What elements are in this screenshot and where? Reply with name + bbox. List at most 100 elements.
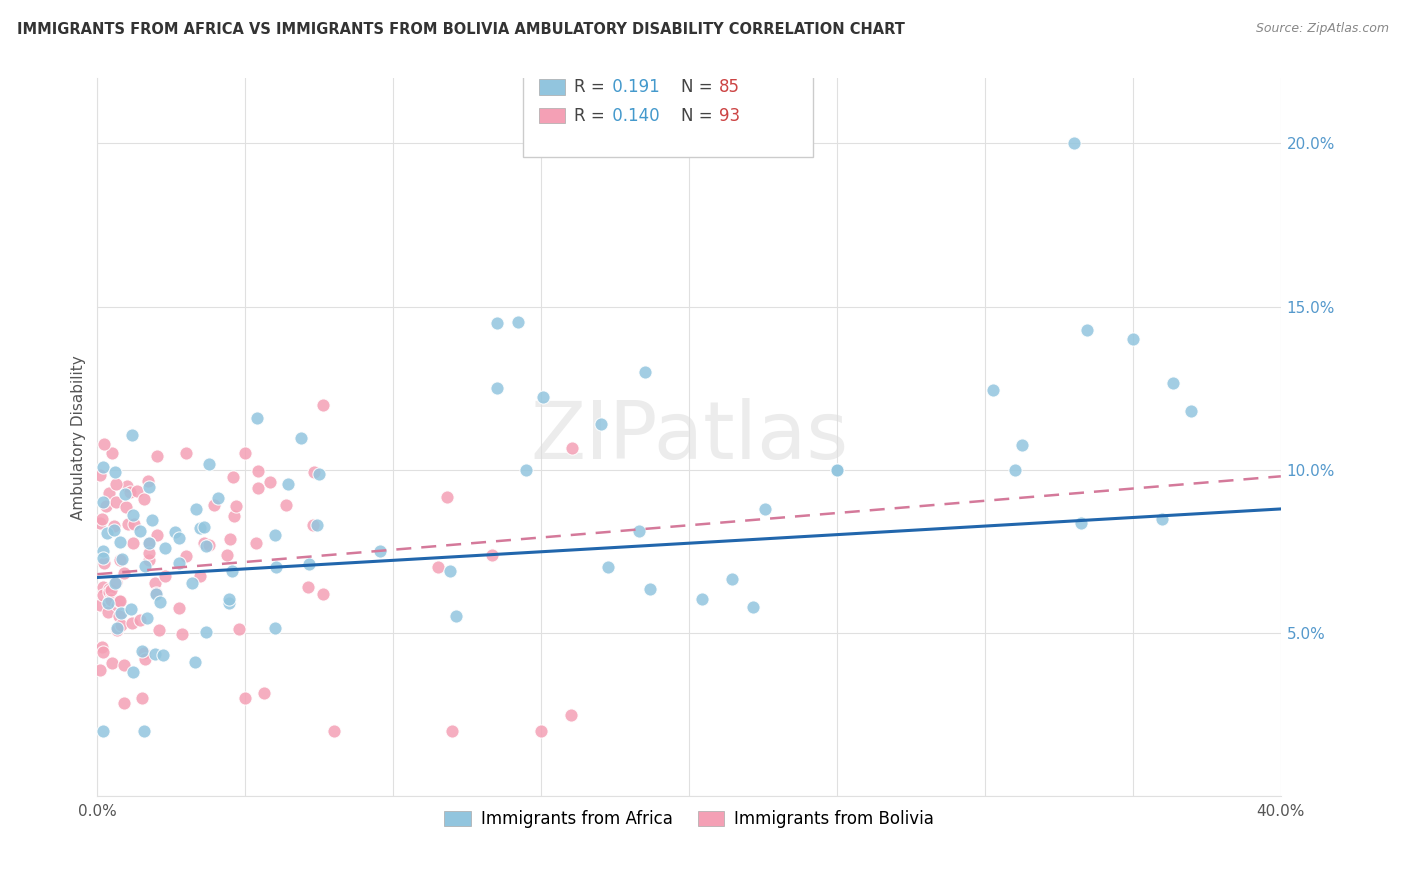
Point [122, 517, 145, 532]
Point [181, 575, 204, 590]
Point [115, 500, 138, 515]
Point [207, 491, 229, 505]
Point [136, 475, 159, 489]
Point [103, 465, 125, 479]
Text: IMMIGRANTS FROM AFRICA VS IMMIGRANTS FROM BOLIVIA AMBULATORY DISABILITY CORRELAT: IMMIGRANTS FROM AFRICA VS IMMIGRANTS FRO… [17, 22, 904, 37]
Point [90, 512, 112, 526]
Point [111, 552, 134, 566]
Point [110, 534, 132, 549]
Point [93, 556, 115, 570]
Point [145, 586, 167, 600]
Text: ZIPatlas: ZIPatlas [530, 398, 848, 476]
Point [531, 390, 554, 404]
Point [188, 569, 211, 583]
Point [155, 541, 177, 555]
Point [198, 457, 221, 471]
Point [110, 607, 132, 621]
Point [218, 592, 240, 607]
Point [195, 539, 218, 553]
Point [308, 467, 330, 482]
Point [149, 595, 172, 609]
Point [176, 549, 198, 563]
Point [589, 417, 612, 431]
Text: 0.140: 0.140 [607, 106, 659, 125]
Point [627, 524, 650, 539]
FancyBboxPatch shape [538, 108, 565, 123]
Point [138, 480, 160, 494]
Point [125, 484, 148, 499]
Point [193, 536, 215, 550]
Point [1011, 437, 1033, 451]
Point [91, 723, 114, 738]
Point [121, 508, 143, 523]
Point [506, 315, 529, 329]
Point [134, 646, 156, 660]
Point [222, 509, 245, 524]
Point [134, 559, 156, 574]
Point [143, 647, 166, 661]
Point [436, 490, 458, 504]
Point [297, 580, 319, 594]
Point [981, 383, 1004, 397]
Point [596, 560, 619, 574]
Text: R =: R = [574, 78, 610, 95]
Point [121, 665, 143, 679]
Point [131, 643, 153, 657]
Point [1063, 136, 1085, 151]
Point [120, 602, 142, 616]
Point [174, 446, 197, 460]
Point [202, 498, 225, 512]
Point [93, 437, 115, 451]
Point [91, 459, 114, 474]
Point [117, 516, 139, 531]
Point [169, 601, 191, 615]
Point [105, 575, 128, 590]
Point [221, 564, 243, 578]
Point [323, 723, 346, 738]
Point [104, 477, 127, 491]
Point [169, 556, 191, 570]
Point [825, 463, 848, 477]
Point [253, 686, 276, 700]
Point [98, 584, 121, 599]
FancyBboxPatch shape [538, 78, 565, 95]
Point [146, 449, 169, 463]
Point [145, 587, 167, 601]
Point [96, 500, 118, 514]
Point [233, 691, 256, 706]
Point [301, 517, 323, 532]
Point [115, 479, 138, 493]
Point [112, 658, 135, 673]
Point [1122, 332, 1144, 346]
Text: N =: N = [659, 78, 717, 95]
Point [193, 520, 215, 534]
Point [138, 536, 160, 550]
Point [100, 582, 122, 597]
Point [638, 582, 661, 596]
Point [103, 518, 125, 533]
Point [264, 621, 287, 635]
Point [108, 553, 131, 567]
Point [138, 536, 160, 550]
Point [184, 655, 207, 669]
Point [1152, 512, 1174, 526]
Point [97, 605, 120, 619]
Point [141, 513, 163, 527]
Point [218, 596, 240, 610]
Point [131, 691, 153, 706]
Point [305, 517, 328, 532]
Point [105, 598, 128, 612]
Point [101, 446, 124, 460]
Point [100, 593, 122, 607]
Point [222, 470, 245, 484]
Point [245, 536, 267, 550]
Point [129, 613, 152, 627]
Point [104, 495, 127, 509]
Point [148, 624, 170, 638]
Point [439, 564, 461, 578]
Point [89, 516, 111, 530]
Point [276, 476, 298, 491]
Point [485, 381, 508, 395]
Point [155, 569, 177, 583]
Point [114, 696, 136, 710]
